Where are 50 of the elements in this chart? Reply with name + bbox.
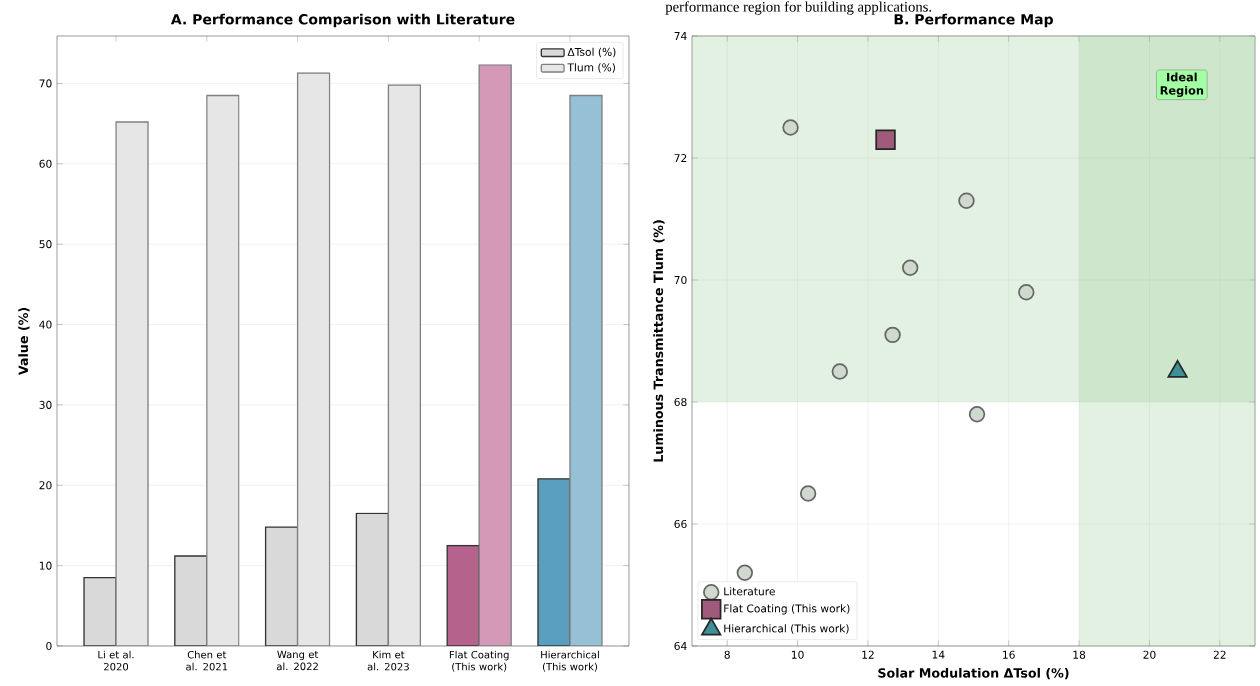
point: [831, 363, 848, 380]
y-tick-label: 0: [46, 641, 52, 651]
x-axis-title: Solar Modulation ΔTsol (%): [878, 667, 1069, 680]
x-tick-label: Hierarchical (This work): [541, 650, 599, 672]
y-tick-label: 20: [39, 481, 52, 490]
point: [1018, 284, 1035, 301]
chart-title: B. Performance Map: [894, 13, 1053, 28]
chart-title: A. Performance Comparison with Literature: [170, 13, 515, 28]
y-tick-label: 64: [674, 641, 687, 651]
x-tick-label: 10: [791, 650, 804, 659]
y-tick-label: 10: [39, 561, 52, 570]
x-tick-label: 22: [1213, 650, 1226, 659]
legend-label: Literature: [724, 587, 775, 596]
y-tick-label: 68: [674, 397, 687, 407]
legend-label: Tlum (%): [567, 63, 615, 73]
y-tick-label: 40: [39, 320, 52, 329]
x-tick-label: 18: [1073, 650, 1086, 659]
legend-label: ΔTsol (%): [567, 47, 616, 58]
y-axis-title: Luminous Transmittance Tlum (%): [653, 220, 665, 462]
y-tick-label: 70: [674, 275, 687, 285]
x-tick-label: 14: [932, 650, 945, 659]
x-tick-label: 16: [1003, 650, 1015, 659]
y-axis-title: Value (%): [18, 307, 30, 376]
point: [875, 129, 896, 150]
text: performance region for building applications.: [665, 1, 932, 15]
point: [799, 485, 817, 502]
point: [782, 119, 799, 136]
y-tick-label: 60: [39, 159, 52, 168]
point: [884, 326, 901, 344]
x-tick-label: Kim et al. 2023: [367, 650, 409, 671]
point: [968, 406, 986, 423]
x-tick-label: 20: [1143, 650, 1156, 659]
legend-label: Flat Coating (This work): [724, 604, 850, 615]
y-tick-label: 70: [39, 79, 52, 88]
point: [958, 192, 975, 209]
annotation: Ideal Region: [1160, 72, 1204, 97]
point: [901, 259, 919, 276]
y-tick-label: 66: [674, 519, 687, 529]
legend-label: Hierarchical (This work): [724, 624, 849, 634]
x-tick-label: 12: [862, 650, 874, 659]
x-tick-label: Li et al. 2020: [98, 650, 134, 671]
x-tick-label: 8: [724, 650, 730, 659]
y-tick-label: 72: [674, 154, 687, 162]
x-tick-label: Flat Coating (This work): [449, 650, 509, 672]
x-tick-label: Wang et al. 2022: [276, 650, 319, 671]
y-tick-label: 74: [674, 32, 687, 40]
x-tick-label: Chen et al. 2021: [186, 650, 228, 671]
point: [736, 564, 753, 581]
y-tick-label: 50: [39, 240, 52, 249]
y-tick-label: 30: [39, 400, 52, 409]
